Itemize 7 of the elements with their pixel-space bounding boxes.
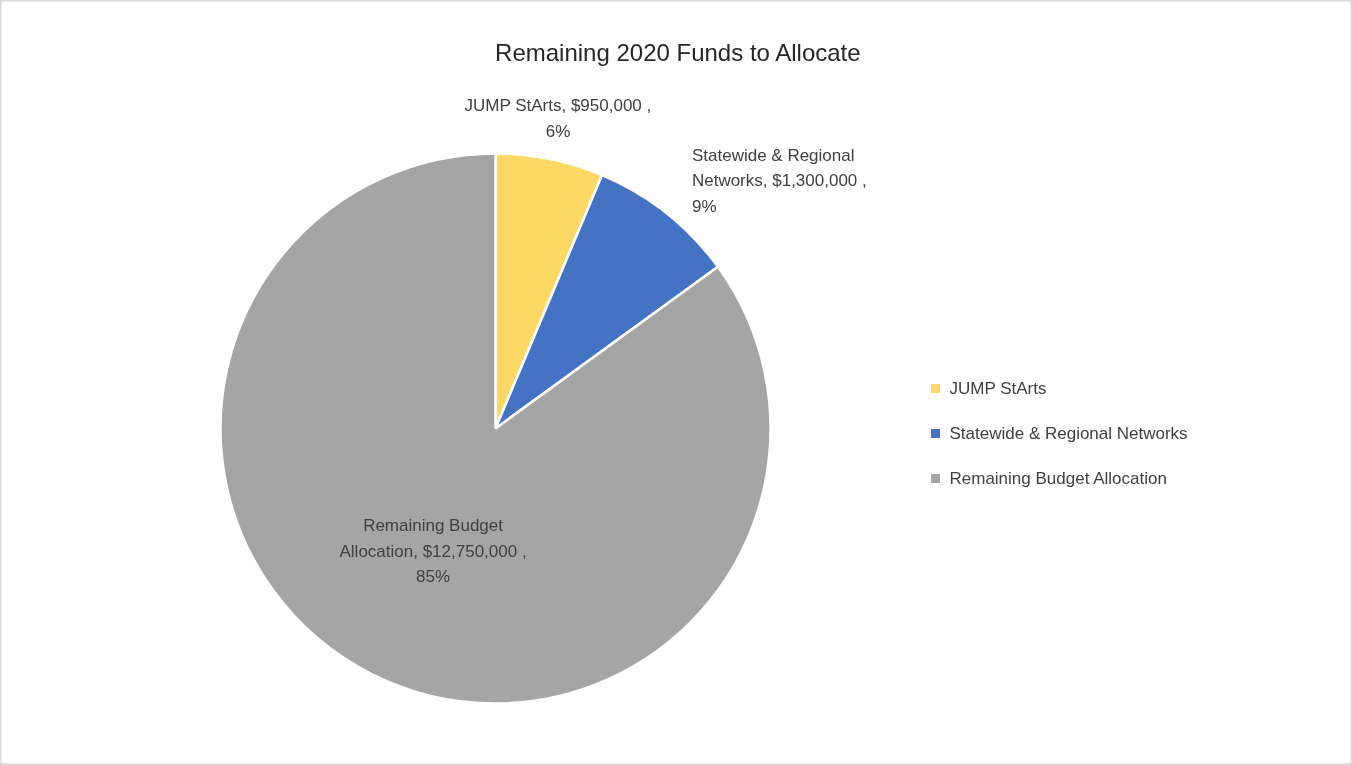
data-label: JUMP StArts, $950,000 , 6% <box>464 96 652 141</box>
data-label: Statewide & Regional Networks, $1,300,000 , 9% <box>691 145 867 216</box>
legend-label: JUMP StArts <box>949 379 1047 398</box>
legend-label: Statewide & Regional Networks <box>949 424 1188 443</box>
legend-label: Remaining Budget Allocation <box>949 469 1167 488</box>
data-label: Remaining Budget Allocation, $12,750,000 , 85% <box>339 515 527 587</box>
chart-title: Remaining 2020 Funds to Allocate <box>495 39 861 66</box>
